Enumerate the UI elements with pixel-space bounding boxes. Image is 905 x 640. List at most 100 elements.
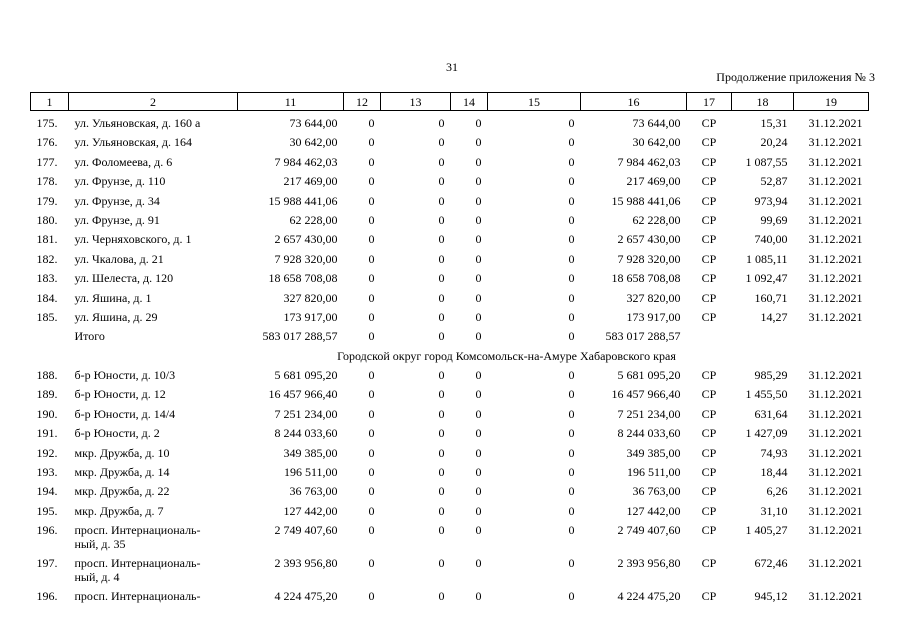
table-cell: 196 511,00 xyxy=(283,465,338,480)
table-cell: 177. xyxy=(36,154,58,169)
table-cell: просп. Интернациональ- xyxy=(74,589,201,604)
table-cell: 31.12.2021 xyxy=(808,174,863,189)
table-cell: 0 xyxy=(438,193,445,208)
table-cell: 0 xyxy=(568,465,575,480)
table-cell: 2 393 956,80 xyxy=(617,556,681,571)
page-number: 31 xyxy=(446,60,458,74)
table-cell: ул. Чкалова, д. 21 xyxy=(74,251,164,266)
table-cell: 4 224 475,20 xyxy=(617,589,681,604)
table-cell: 0 xyxy=(568,251,575,266)
table-cell xyxy=(794,329,869,348)
column-header: 2 xyxy=(68,92,238,111)
table-cell: 0 xyxy=(368,503,375,518)
table-cell: 0 xyxy=(475,154,482,169)
table-cell: 18,44 xyxy=(760,465,788,480)
table-cell: 0 xyxy=(475,174,482,189)
table-cell: 0 xyxy=(368,174,375,189)
table-cell: 192. xyxy=(36,445,58,460)
table-cell: СР xyxy=(701,251,717,266)
table-cell: б-р Юности, д. 10/3 xyxy=(74,368,176,383)
table-cell: ул. Ульяновская, д. 160 а xyxy=(74,116,201,130)
table-cell: 0 xyxy=(568,329,575,344)
table-cell: 0 xyxy=(475,589,482,604)
column-header: 18 xyxy=(731,92,794,111)
table-cell: 127 442,00 xyxy=(626,503,681,518)
table-cell: СР xyxy=(701,212,717,227)
table-cell: 217 469,00 xyxy=(626,174,681,189)
table-cell: 31.12.2021 xyxy=(808,556,863,571)
table-cell: б-р Юности, д. 12 xyxy=(74,387,166,402)
table-cell: 0 xyxy=(475,484,482,499)
table-cell: 0 xyxy=(475,271,482,286)
table-row: 185. ул. Яшина, д. 29 173 917,00 0 0 0 0 173 91… xyxy=(31,310,869,329)
table-row: 184. ул. Яшина, д. 1 327 820,00 0 0 0 0 327 820… xyxy=(31,291,869,310)
table-cell: ул. Фоломеева, д. 6 xyxy=(74,154,173,169)
table-cell: 180. xyxy=(36,212,58,227)
table-cell: 191. xyxy=(36,426,58,441)
table-cell: 0 xyxy=(368,212,375,227)
table-cell: СР xyxy=(701,484,717,499)
table-cell: СР xyxy=(701,465,717,480)
table-cell: мкр. Дружба, д. 22 xyxy=(74,484,170,499)
column-header: 19 xyxy=(793,92,869,111)
table-cell: 0 xyxy=(475,212,482,227)
table-row: 196. просп. Интернациональ- 4 224 475,20 0 0… xyxy=(31,589,869,608)
table-cell: 2 749 407,60 xyxy=(274,523,338,538)
table-cell: СР xyxy=(701,174,717,189)
table-cell: 0 xyxy=(368,523,375,538)
table-cell: 30 642,00 xyxy=(632,135,681,150)
table-cell: 0 xyxy=(568,523,575,538)
table-cell: СР xyxy=(701,271,717,286)
table-cell: 173 917,00 xyxy=(283,309,338,324)
table-cell: 31.12.2021 xyxy=(808,251,863,266)
column-header: 14 xyxy=(450,92,488,111)
table-cell: 0 xyxy=(368,329,375,344)
table-cell: 0 xyxy=(438,503,445,518)
table-body: 175. ул. Ульяновская, д. 160 а 73 644,00 0 0… xyxy=(31,111,869,609)
table-cell: СР xyxy=(701,368,717,383)
table-cell: СР xyxy=(701,426,717,441)
table-cell: 2 657 430,00 xyxy=(617,232,681,247)
table-cell: 1 455,50 xyxy=(745,387,788,402)
column-header: 13 xyxy=(380,92,451,111)
table-cell: 0 xyxy=(475,329,482,344)
table-cell: 0 xyxy=(368,445,375,460)
table-cell: 185. xyxy=(36,309,58,324)
table-cell: 5 681 095,20 xyxy=(274,368,338,383)
table-cell: 36 763,00 xyxy=(289,484,338,499)
table-cell: СР xyxy=(701,503,717,518)
table-cell: 0 xyxy=(368,116,375,130)
table-cell: 18 658 708,08 xyxy=(611,271,681,286)
table-row: 178. ул. Фрунзе, д. 110 217 469,00 0 0 0 0 217 … xyxy=(31,174,869,193)
table-cell: 31.12.2021 xyxy=(808,387,863,402)
table-cell: СР xyxy=(701,154,717,169)
table-cell: 0 xyxy=(475,193,482,208)
table-cell: 0 xyxy=(438,329,445,344)
table-cell: 0 xyxy=(368,368,375,383)
table-cell: 0 xyxy=(475,368,482,383)
table-cell: 0 xyxy=(438,387,445,402)
table-cell: 31.12.2021 xyxy=(808,309,863,324)
table-cell: 349 385,00 xyxy=(626,445,681,460)
table-cell: 0 xyxy=(568,503,575,518)
table-cell: 31.12.2021 xyxy=(808,523,863,538)
table-cell: 1 092,47 xyxy=(745,271,788,286)
table-cell: ул. Фрунзе, д. 34 xyxy=(74,193,160,208)
table-cell: 193. xyxy=(36,465,58,480)
table-cell: 31.12.2021 xyxy=(808,426,863,441)
continuation-note: Продолжение приложения № 3 xyxy=(716,70,875,84)
table-row: 179. ул. Фрунзе, д. 34 15 988 441,06 0 0 0 0 15… xyxy=(31,194,869,213)
table-cell: 0 xyxy=(368,271,375,286)
table-cell: 0 xyxy=(438,523,445,538)
table-cell: 195. xyxy=(36,503,58,518)
table-cell: 0 xyxy=(475,465,482,480)
table-cell: 1 085,11 xyxy=(745,251,788,266)
table-cell: 31.12.2021 xyxy=(808,271,863,286)
table-cell: 31.12.2021 xyxy=(808,193,863,208)
table-cell: 327 820,00 xyxy=(626,290,681,305)
table-cell: ул. Шелеста, д. 120 xyxy=(74,271,174,286)
table-cell: 6,26 xyxy=(766,484,788,499)
table-cell: 0 xyxy=(568,193,575,208)
table-cell: 1 427,09 xyxy=(745,426,788,441)
column-header: 11 xyxy=(237,92,344,111)
